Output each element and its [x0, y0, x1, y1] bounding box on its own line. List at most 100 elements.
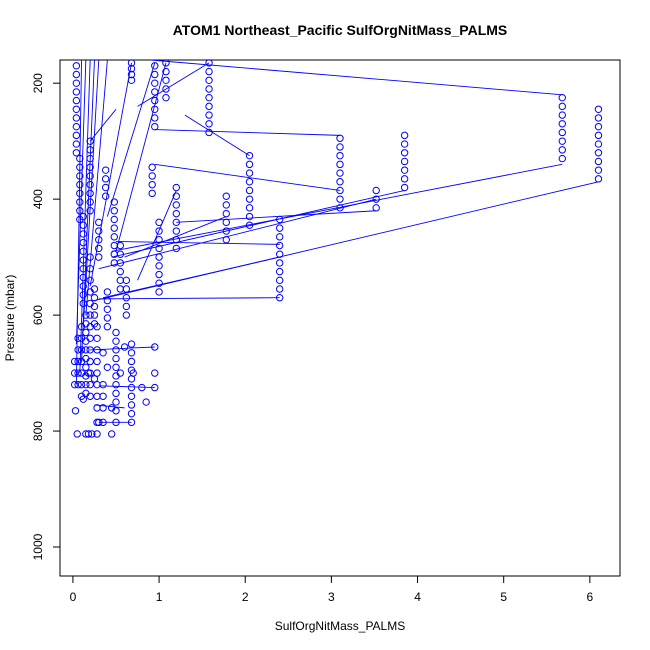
data-point: [594, 114, 603, 122]
data-point: [594, 122, 603, 131]
data-point: [558, 93, 566, 102]
data-point: [110, 259, 118, 267]
data-point: [84, 369, 93, 377]
data-point: [82, 311, 90, 319]
data-point: [151, 70, 159, 79]
data-point: [86, 172, 94, 180]
plot-frame: [59, 59, 621, 577]
data-point: [222, 201, 230, 209]
data-point: [400, 140, 409, 148]
data-point: [275, 241, 284, 250]
data-point: [79, 238, 87, 247]
data-point: [76, 189, 84, 198]
data-point: [222, 227, 230, 235]
data-point: [558, 111, 566, 119]
data-point: [162, 85, 170, 93]
data-point: [151, 96, 159, 105]
data-point: [116, 369, 125, 377]
data-point: [275, 259, 284, 267]
data-point: [127, 70, 136, 79]
data-point: [86, 288, 94, 296]
data-point: [172, 192, 181, 200]
data-point: [95, 227, 103, 235]
data-point: [72, 79, 81, 87]
data-point: [116, 267, 125, 276]
data-point: [79, 256, 87, 264]
data-point: [110, 241, 118, 250]
data-point: [76, 154, 84, 163]
x-tick-label: 4: [414, 590, 421, 604]
data-point: [142, 398, 150, 406]
data-point: [77, 346, 86, 354]
data-point: [112, 389, 120, 398]
connector-line: [184, 114, 250, 157]
data-point: [400, 175, 409, 183]
data-point: [594, 149, 603, 157]
connector-line: [79, 59, 91, 374]
data-point: [222, 218, 230, 227]
data-point: [99, 349, 107, 357]
y-tick-label: 600: [31, 305, 45, 325]
data-point: [205, 76, 213, 84]
data-point: [205, 111, 213, 119]
data-point: [400, 157, 409, 166]
connector-line: [150, 59, 563, 96]
data-point: [558, 137, 566, 145]
data-point: [558, 128, 566, 137]
data-point: [122, 294, 131, 302]
data-point: [205, 67, 213, 76]
data-point: [116, 285, 125, 293]
data-point: [86, 189, 94, 198]
data-point: [86, 198, 94, 206]
data-point: [172, 201, 181, 209]
data-point: [245, 178, 254, 186]
data-point: [400, 183, 409, 192]
data-point: [103, 296, 112, 305]
data-point: [101, 183, 110, 192]
data-point: [86, 163, 94, 171]
data-point: [76, 198, 84, 206]
data-point: [90, 375, 99, 383]
data-point: [205, 85, 213, 93]
chart-title: ATOM1 Northeast_Pacific SulfOrgNitMass_P…: [173, 22, 508, 38]
data-point: [79, 247, 87, 256]
connector-line: [89, 62, 132, 287]
data-point: [245, 221, 254, 229]
connector-line: [85, 59, 108, 316]
data-point: [79, 299, 87, 308]
data-point: [112, 337, 120, 345]
data-point: [148, 172, 156, 180]
data-point: [245, 169, 254, 177]
data-point: [103, 363, 112, 371]
data-point: [151, 105, 159, 113]
data-point: [151, 383, 159, 392]
connector-line: [98, 385, 155, 389]
data-point: [558, 120, 566, 128]
data-point: [70, 357, 79, 366]
data-point: [84, 430, 93, 438]
y-axis-label: Pressure (mbar): [3, 275, 17, 362]
data-point: [172, 218, 181, 227]
data-point: [120, 343, 129, 351]
data-point: [151, 114, 159, 122]
data-point: [155, 270, 163, 279]
data-point: [86, 346, 94, 354]
data-point: [127, 59, 136, 67]
data-point: [127, 357, 136, 366]
data-point: [74, 346, 82, 354]
x-tick-label: 2: [242, 590, 249, 604]
data-point: [155, 288, 163, 296]
data-point: [99, 392, 107, 400]
data-point: [162, 59, 170, 67]
data-point: [77, 322, 86, 331]
data-point: [90, 294, 99, 302]
data-point: [594, 157, 603, 166]
data-point: [72, 105, 81, 113]
connector-line: [154, 163, 341, 191]
connector-line: [98, 198, 377, 270]
data-point: [162, 93, 170, 102]
connector-line: [137, 190, 177, 281]
x-tick-label: 1: [156, 590, 163, 604]
data-point: [245, 195, 254, 203]
data-point: [110, 233, 118, 241]
